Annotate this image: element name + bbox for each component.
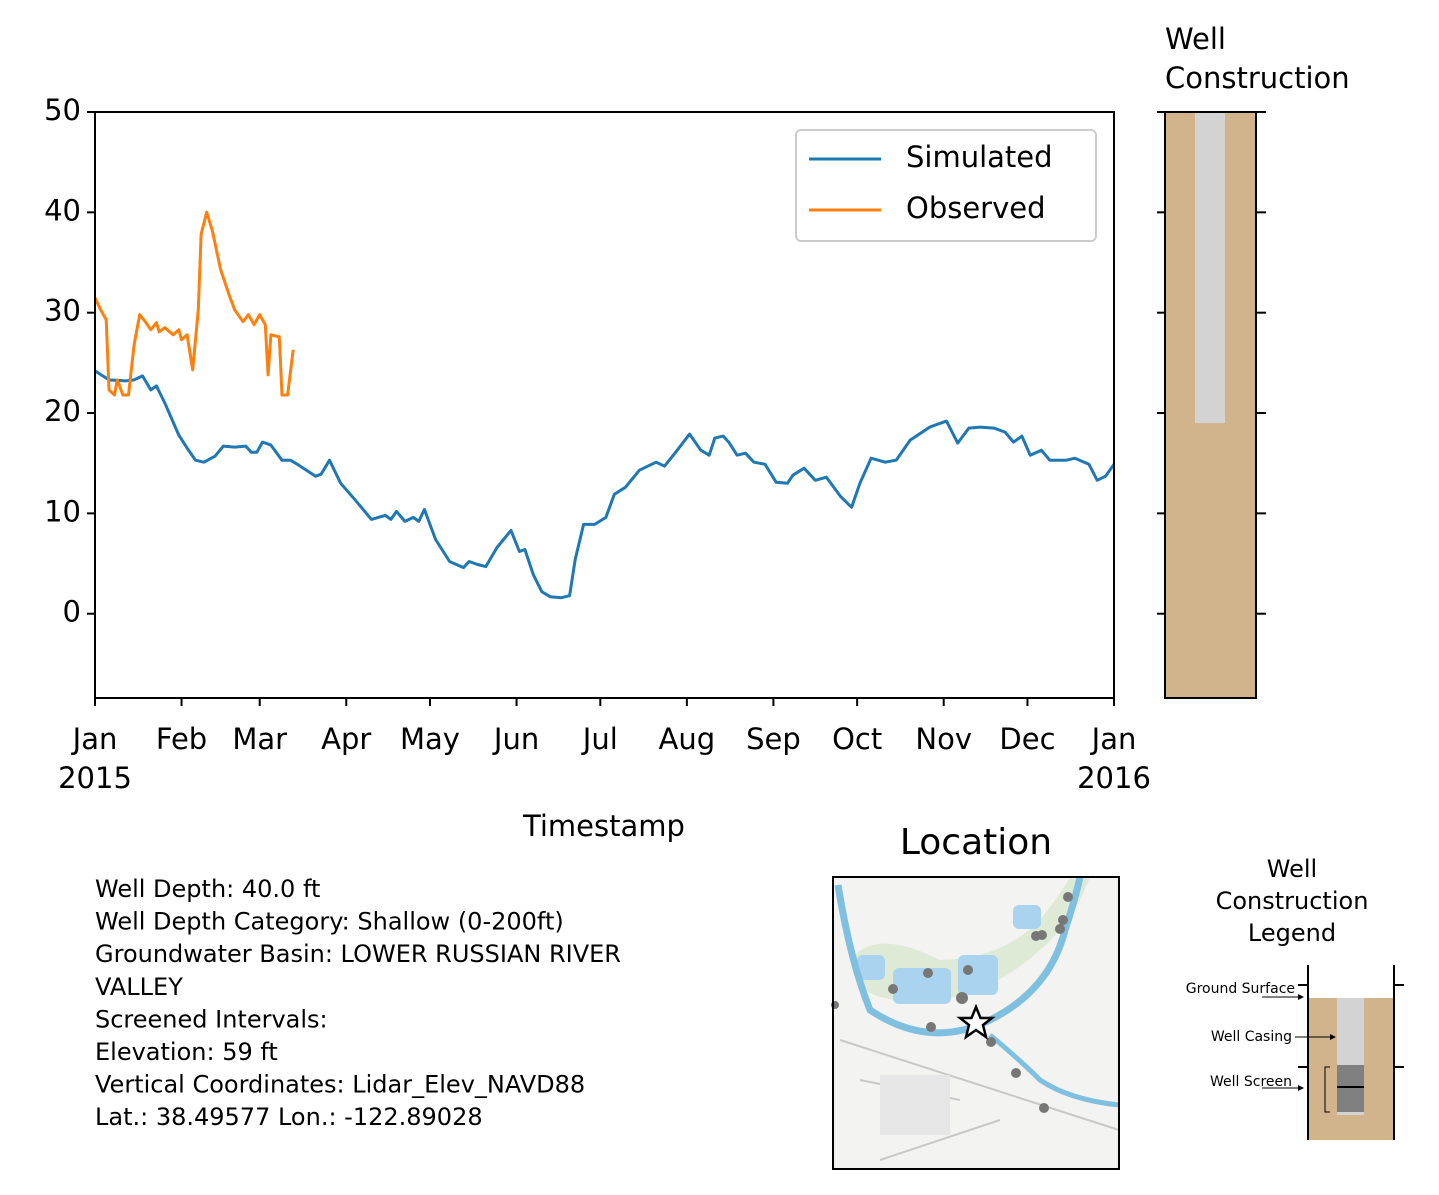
x-tick-label: Jan 2015 xyxy=(58,722,132,795)
y-tick-label: 40 xyxy=(44,193,81,227)
x-tick-label: Sep xyxy=(746,722,801,756)
legend-diagram-title: Well Construction Legend xyxy=(1216,855,1369,947)
x-tick-label: Aug xyxy=(659,722,716,756)
y-tick-label: 30 xyxy=(44,294,81,328)
x-tick-label: Oct xyxy=(832,722,882,756)
plot-frame xyxy=(1164,111,1257,699)
info-line: Well Depth Category: Shallow (0-200ft) xyxy=(95,908,564,936)
diagram-screen xyxy=(1337,1065,1364,1112)
info-line: Lat.: 38.49577 Lon.: -122.89028 xyxy=(95,1103,483,1131)
info-line: Vertical Coordinates: Lidar_Elev_NAVD88 xyxy=(95,1071,585,1099)
map-frame xyxy=(832,876,1120,1170)
map-lake xyxy=(1013,905,1041,929)
diagram-label: Well Casing xyxy=(1211,1029,1292,1045)
y-tick-label: 0 xyxy=(63,595,81,629)
diagram-frame xyxy=(1298,965,1404,1140)
info-line: Well Depth: 40.0 ft xyxy=(95,875,320,903)
map-lake xyxy=(857,955,885,980)
x-tick-label: May xyxy=(400,722,460,756)
map-lake xyxy=(893,968,951,1004)
info-line: Elevation: 59 ft xyxy=(95,1038,278,1066)
diagram-brace xyxy=(1324,1066,1330,1113)
well-axes xyxy=(1157,111,1266,699)
info-line: Screened Intervals: xyxy=(95,1005,328,1033)
casing xyxy=(1195,112,1225,424)
info-block: Well Depth: 40.0 ft Well Depth Category: … xyxy=(95,875,621,1131)
main-axes: 0 10 20 30 40 50 Jan 2015 Feb Mar Apr May Jun Jul Aug S… xyxy=(44,93,1151,795)
diagram-label: Ground Surface xyxy=(1186,981,1295,997)
x-tick-label: Dec xyxy=(999,722,1055,756)
x-tick-label: Jun xyxy=(492,722,539,756)
x-tick-label: Feb xyxy=(156,722,207,756)
map xyxy=(831,876,1120,1170)
construction-legend: Well Construction Legend Ground Surface We… xyxy=(1186,855,1404,1140)
x-tick-label: Mar xyxy=(232,722,287,756)
y-tick-label: 10 xyxy=(44,494,81,528)
legend-label: Observed xyxy=(906,191,1046,225)
y-tick-label: 50 xyxy=(44,93,81,127)
x-tick-label: Apr xyxy=(321,722,371,756)
diagram-label: Well Screen xyxy=(1210,1074,1292,1090)
well-star xyxy=(956,1003,996,1040)
x-axis-label: Timestamp xyxy=(522,809,685,843)
plot-frame xyxy=(94,111,1115,699)
legend-label: Simulated xyxy=(906,140,1053,174)
well-title: Well Construction xyxy=(1165,22,1350,95)
map-creek xyxy=(988,1033,1120,1108)
x-tick-label: Nov xyxy=(915,722,972,756)
info-line: VALLEY xyxy=(95,973,183,1001)
map-town xyxy=(880,1075,950,1135)
map-title: Location xyxy=(900,822,1052,863)
x-tick-label: Jul xyxy=(581,722,618,756)
series-line xyxy=(94,369,1116,600)
y-tick-label: 20 xyxy=(44,394,81,428)
diagram-arrows xyxy=(1262,996,1330,1089)
series-line xyxy=(93,210,295,397)
x-tick-label: Jan 2016 xyxy=(1077,722,1151,795)
map-lake xyxy=(958,955,998,995)
info-line: Groundwater Basin: LOWER RUSSIAN RIVER xyxy=(95,940,621,968)
